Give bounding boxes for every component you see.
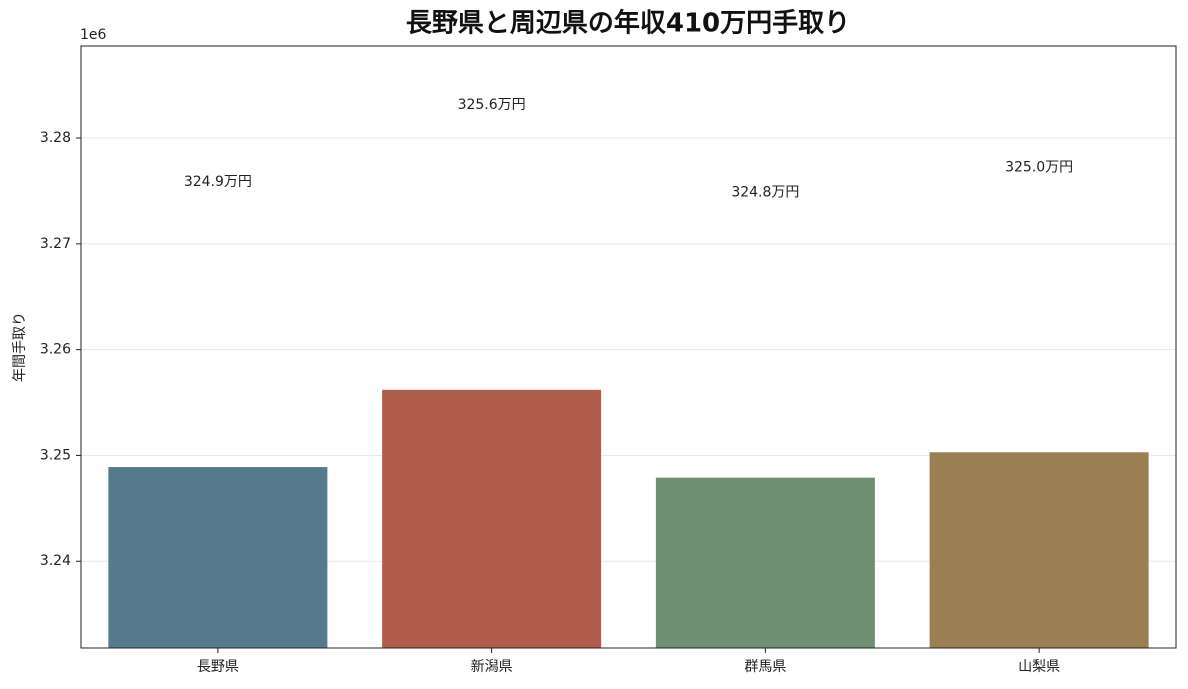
y-axis-label: 年間手取り xyxy=(12,312,28,382)
x-tick-label: 山梨県 xyxy=(1018,659,1060,675)
value-label: 324.8万円 xyxy=(731,185,799,201)
bar xyxy=(655,477,875,648)
bar xyxy=(108,467,328,648)
y-tick-label: 3.28 xyxy=(40,130,71,146)
y-tick-label: 3.25 xyxy=(40,447,71,463)
x-tick-label: 群馬県 xyxy=(744,659,786,675)
y-offset-label: 1e6 xyxy=(80,27,107,43)
value-label: 325.0万円 xyxy=(1005,159,1073,175)
y-tick-label: 3.27 xyxy=(40,236,71,252)
value-label: 325.6万円 xyxy=(458,97,526,113)
chart-title: 長野県と周辺県の年収410万円手取り xyxy=(406,8,850,39)
y-tick-label: 3.26 xyxy=(40,342,71,358)
x-tick-label: 新潟県 xyxy=(471,659,513,675)
x-tick-label: 長野県 xyxy=(197,659,239,675)
bar xyxy=(929,452,1149,648)
bar xyxy=(382,389,602,648)
value-label: 324.9万円 xyxy=(184,174,252,190)
plot-frame xyxy=(80,45,1177,649)
y-tick-label: 3.24 xyxy=(40,553,71,569)
